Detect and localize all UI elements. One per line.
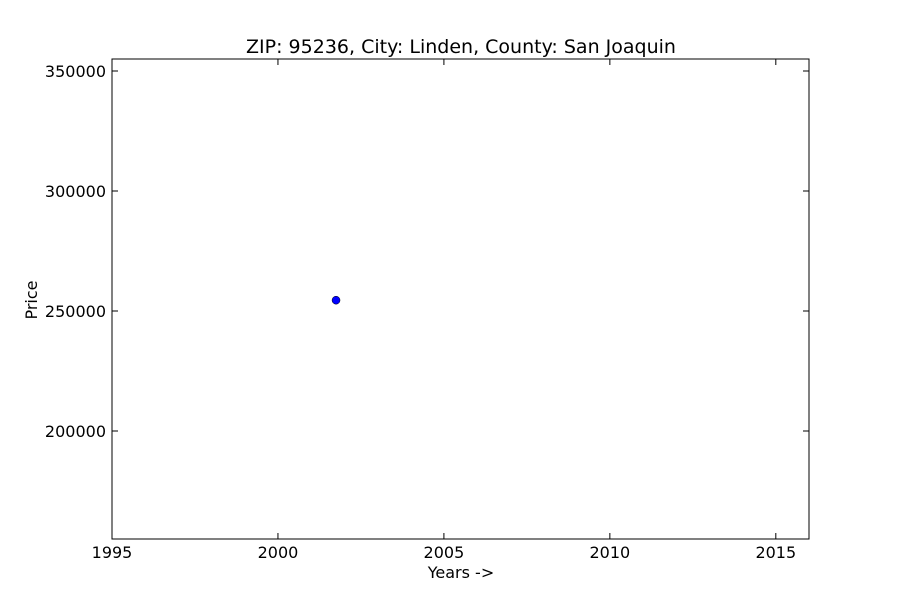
axis-tick-labels: 1995 2000 2005 2010 2015 200000 250000 300000 35…	[45, 62, 796, 562]
y-tick-label: 250000	[45, 302, 106, 321]
y-tick-label: 200000	[45, 422, 106, 441]
data-points	[331, 295, 341, 305]
y-tick-label: 300000	[45, 182, 106, 201]
y-tick-label: 350000	[45, 62, 106, 81]
x-tick-label: 2015	[755, 543, 796, 562]
plot-area-frame	[111, 58, 810, 540]
y-axis-title: Price	[22, 280, 41, 319]
chart-title: ZIP: 95236, City: Linden, County: San Jo…	[246, 36, 676, 58]
axis-ticks	[111, 59, 809, 539]
x-tick-label: 2005	[424, 543, 465, 562]
x-tick-label: 2010	[589, 543, 630, 562]
x-tick-label: 1995	[92, 543, 133, 562]
data-point	[331, 295, 341, 305]
x-tick-label: 2000	[258, 543, 299, 562]
x-axis-title: Years ->	[427, 563, 494, 582]
